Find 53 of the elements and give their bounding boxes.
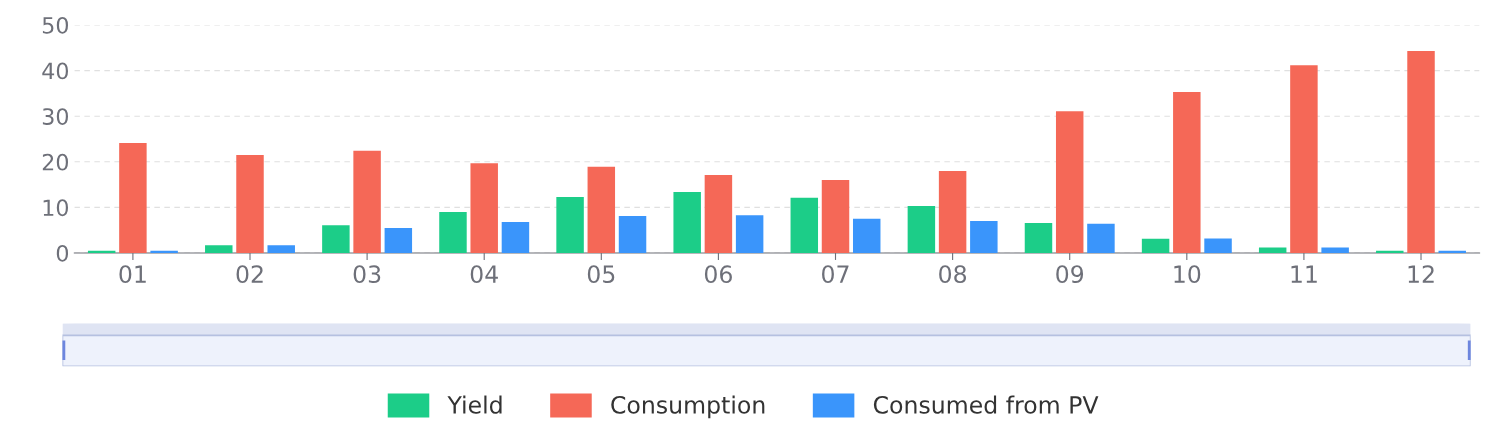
bar: [322, 225, 350, 253]
x-tick-label: 09: [1056, 265, 1084, 284]
bar: [853, 218, 881, 253]
y-tick-label: 0: [56, 244, 69, 262]
y-tick-label: 10: [43, 199, 69, 217]
bar: [821, 180, 850, 253]
bar: [790, 197, 819, 253]
bar: [1321, 247, 1349, 253]
bar: [1141, 238, 1170, 253]
bar: [704, 175, 733, 253]
bar: [907, 206, 936, 253]
x-tick-label: 01: [119, 265, 146, 284]
x-tick-label: 04: [470, 265, 498, 284]
bar: [673, 191, 701, 253]
y-tick-label: 50: [42, 16, 69, 34]
bar: [267, 245, 295, 253]
x-tick-label: 02: [236, 265, 263, 284]
bar: [618, 216, 647, 253]
bar: [1258, 247, 1287, 253]
bar: [735, 215, 764, 253]
bar: [1204, 238, 1232, 253]
x-tick-label: 05: [587, 265, 615, 284]
bar: [1173, 92, 1201, 253]
bar: [205, 245, 233, 253]
x-tick-label: 10: [1174, 265, 1201, 284]
legend-label: Consumption: [611, 395, 765, 419]
legend-label: Consumed from PV: [873, 395, 1099, 414]
x-tick-label: 12: [1408, 265, 1434, 283]
x-tick-label: 06: [704, 265, 732, 284]
legend-label: Yield: [447, 395, 502, 414]
bar: [119, 143, 147, 253]
bar: [353, 150, 381, 253]
x-tick-label: 08: [939, 265, 967, 284]
y-tick-label: 20: [42, 153, 69, 171]
bar: [1087, 223, 1115, 253]
y-tick-label: 30: [42, 108, 69, 125]
bar: [439, 211, 467, 253]
bar: [1290, 65, 1318, 253]
bar: [587, 166, 616, 253]
x-tick-label: 07: [822, 265, 849, 284]
bar: [1055, 111, 1084, 253]
bar: [501, 221, 530, 253]
bar: [556, 196, 584, 253]
bar: [1024, 222, 1053, 253]
y-tick-label: 40: [42, 62, 69, 80]
bar: [970, 221, 998, 253]
bar: [236, 154, 264, 253]
bar: [1407, 50, 1435, 253]
bar: [384, 227, 413, 253]
x-tick-label: 03: [353, 265, 381, 284]
bar: [938, 170, 967, 253]
x-tick-label: 11: [1291, 265, 1317, 283]
bar: [470, 163, 498, 253]
